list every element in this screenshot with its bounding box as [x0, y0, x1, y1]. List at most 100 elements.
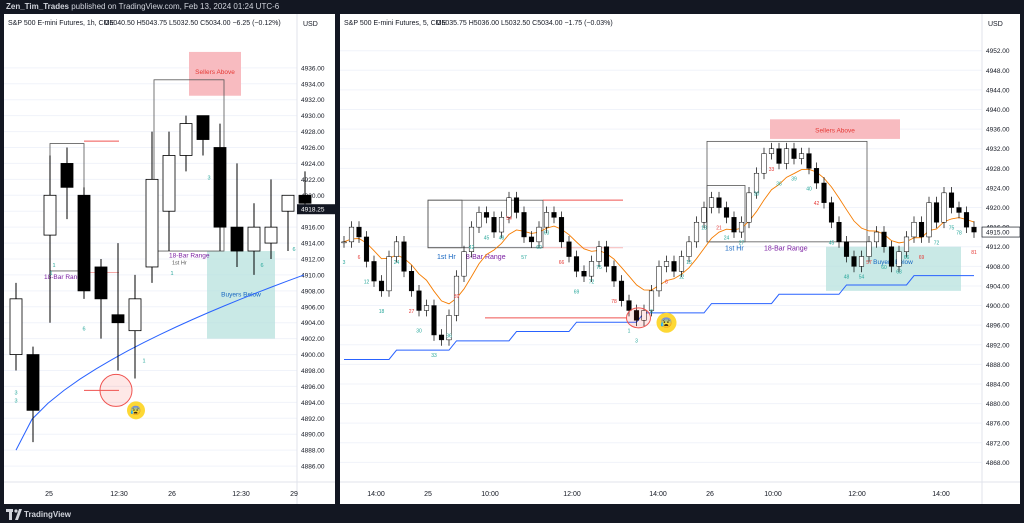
candle-up	[145, 178, 159, 268]
currency-label: USD	[988, 21, 1003, 28]
price-tick-label: 4930.00	[301, 113, 325, 120]
candle-up	[536, 226, 542, 243]
candle-down	[963, 212, 970, 228]
price-tick-label: 4952.00	[986, 48, 1010, 55]
candle-down	[813, 168, 820, 184]
candle-down	[851, 256, 857, 267]
candle-down	[356, 226, 362, 238]
candle-down	[566, 241, 572, 257]
price-tick-label: 4912.00	[301, 257, 325, 264]
author-name[interactable]: Zen_Tim_Trades	[6, 2, 69, 11]
bar-count-label: 3	[635, 338, 638, 344]
candle-up	[911, 221, 917, 238]
candle-down	[513, 197, 520, 213]
candle-down	[431, 305, 437, 336]
bar-count-label: 3	[14, 398, 17, 404]
candle-down	[821, 182, 827, 203]
candle-down	[791, 148, 797, 159]
chart-panel-5m[interactable]: S&P 500 E-mini Futures, 5, CME O5035.75 H…	[340, 14, 1020, 504]
candle-down	[971, 226, 977, 233]
bar-count-label: 45	[484, 235, 490, 241]
price-tick-label: 4924.00	[986, 185, 1010, 192]
candle-down	[60, 163, 74, 188]
bar-count-label: 15	[686, 260, 692, 266]
worried-face-icon: 😰	[660, 317, 672, 329]
bar-count-label: 6	[650, 309, 653, 315]
candle-up	[641, 310, 647, 321]
candle-down	[731, 217, 737, 233]
buyers-label: Buyers Below	[221, 291, 261, 298]
price-tick-label: 4872.00	[986, 440, 1010, 447]
price-tick-label: 4932.00	[301, 97, 325, 104]
tradingview-logo-icon[interactable]	[6, 509, 22, 520]
candle-down	[843, 241, 850, 257]
time-tick-label: 26	[706, 491, 714, 498]
candle-down	[881, 231, 887, 247]
bar-count-label: 39	[791, 177, 797, 183]
bar-count-label: 40	[806, 186, 812, 192]
candle-up	[476, 212, 482, 228]
worried-face-icon	[656, 312, 677, 333]
chart-panel-1h[interactable]: S&P 500 E-mini Futures, 1h, CME O5040.50 …	[4, 14, 335, 504]
price-tick-label: 4916.00	[301, 225, 325, 232]
ohlc-readout: O5035.75 H5036.00 L5032.50 C5034.00 −1.7…	[436, 20, 613, 27]
chart-1h[interactable]: S&P 500 E-mini Futures, 1h, CMEO5040.50 …	[4, 14, 335, 504]
price-tick-label: 4880.00	[986, 401, 1010, 408]
range-label: 18-Bar Range	[169, 252, 210, 259]
candle-down	[581, 271, 587, 277]
sellers-label: Sellers Above	[815, 128, 855, 135]
bar-count-label: 60	[536, 245, 542, 251]
range-label: 18-Bar Range	[764, 246, 808, 253]
candle-up	[128, 298, 142, 332]
bar-count-label: 48	[844, 275, 850, 281]
sellers-zone	[189, 51, 241, 96]
candle-up	[701, 207, 707, 223]
currency-label: USD	[303, 21, 318, 28]
candle-up	[393, 241, 400, 257]
bar-count-label: 48	[499, 235, 505, 241]
candle-down	[528, 236, 535, 243]
candle-up	[179, 123, 193, 156]
candle-up	[596, 246, 602, 262]
footer-bar: TradingView	[0, 506, 1024, 523]
candle-up	[648, 290, 655, 311]
bar-count-label: 66	[904, 255, 910, 261]
bar-count-label: 1	[170, 271, 173, 277]
last-price-label: 4918.25	[301, 207, 325, 214]
price-tick-label: 4868.00	[986, 460, 1010, 467]
candle-down	[483, 212, 490, 218]
candle-down	[888, 246, 895, 267]
bar-count-label: 54	[859, 275, 865, 281]
first-hr-box-1	[427, 199, 463, 249]
candle-down	[603, 246, 610, 267]
candle-down	[716, 197, 722, 208]
worried-face-icon	[127, 401, 145, 420]
last-price-badge	[297, 204, 335, 215]
candle-down	[438, 334, 445, 341]
candle-up	[693, 221, 700, 243]
price-tick-label: 4902.00	[301, 336, 325, 343]
bar-count-label: 12	[679, 275, 685, 281]
time-tick-label: 26	[168, 491, 176, 498]
candle-down	[806, 153, 812, 169]
bar-count-label: 6	[260, 263, 263, 269]
footer-brand[interactable]: TradingView	[24, 510, 71, 519]
price-tick-label: 4884.00	[986, 381, 1010, 388]
price-tick-label: 4910.00	[301, 272, 325, 279]
candle-down	[26, 354, 40, 411]
price-tick-label: 4896.00	[986, 323, 1010, 330]
bar-count-label: 33	[769, 167, 775, 173]
candle-up	[498, 217, 505, 233]
bar-count-label: 3	[343, 260, 346, 266]
publish-info: published on TradingView.com, Feb 13, 20…	[71, 2, 280, 11]
time-tick-label: 12:00	[563, 491, 581, 498]
candle-down	[77, 194, 91, 292]
candle-down	[776, 148, 782, 164]
candle-down	[626, 300, 632, 311]
bar-count-label: 1	[628, 329, 631, 335]
buyers-zone	[207, 251, 275, 339]
candle-down	[948, 192, 955, 208]
price-tick-label: 4892.00	[301, 416, 325, 423]
time-tick-label: 12:30	[232, 491, 250, 498]
